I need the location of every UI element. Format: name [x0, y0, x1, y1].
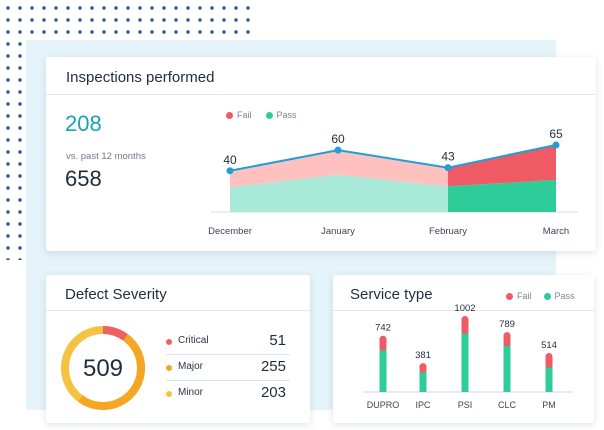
- severity-value: 51: [269, 332, 286, 349]
- pass-bar: [419, 369, 427, 392]
- bar-total-label: 381: [415, 350, 431, 361]
- fail-bar: [503, 332, 511, 347]
- card-divider: [333, 310, 594, 311]
- x-tick-label: December: [208, 226, 252, 237]
- fail-bar: [419, 363, 427, 373]
- service-legend: Fail Pass: [506, 291, 575, 301]
- x-tick-label: IPC: [415, 400, 431, 410]
- inspections-count: 208: [65, 111, 102, 136]
- fail-legend-label: Fail: [517, 291, 532, 301]
- card-divider: [46, 94, 596, 95]
- total-line: [229, 144, 557, 172]
- data-point: [334, 146, 342, 154]
- donut-critical-arc: [102, 326, 128, 341]
- inspections-card: Inspections performed 208 vs. past 12 mo…: [46, 57, 596, 251]
- data-label: 60: [331, 132, 345, 146]
- major-dot-icon: [166, 365, 172, 371]
- service-title: Service type: [350, 286, 433, 303]
- x-tick-label: DUPRO: [367, 400, 400, 410]
- fail-bar: [461, 316, 469, 335]
- severity-donut-chart: 509: [61, 326, 145, 410]
- severity-row-major: Major 255: [166, 357, 290, 381]
- critical-dot-icon: [166, 339, 172, 345]
- inspections-legend: Fail Pass: [226, 110, 297, 120]
- donut-total: 509: [83, 355, 123, 382]
- pass-legend-label: Pass: [554, 291, 575, 301]
- data-point: [226, 167, 234, 175]
- bar-total-label: 514: [541, 340, 557, 351]
- fail-legend-icon: [506, 292, 513, 300]
- x-tick-label: PSI: [458, 400, 473, 410]
- pass-bar: [503, 343, 511, 392]
- inspections-title: Inspections performed: [66, 69, 215, 86]
- bar-total-label: 789: [499, 319, 515, 330]
- service-type-card: Service type Fail Pass 742 DUPRO 381 IPC 100…: [333, 275, 594, 423]
- fail-bar: [379, 335, 387, 351]
- pass-bar: [461, 331, 469, 392]
- inspections-area-chart: 40 December 60 January 43 February 65 March: [208, 127, 578, 237]
- service-type-bar-chart: 742 DUPRO 381 IPC 1002 PSI 789 CLC 514 PM: [363, 303, 573, 410]
- x-tick-label: February: [429, 226, 467, 237]
- pass-bar: [379, 347, 387, 392]
- fail-legend-icon: [226, 111, 233, 119]
- severity-value: 255: [260, 358, 286, 375]
- fail-area: [448, 145, 556, 187]
- x-tick-label: CLC: [498, 400, 517, 410]
- fail-bar: [545, 353, 553, 369]
- donut-major-arc: [78, 334, 145, 410]
- bar-total-label: 742: [375, 323, 391, 334]
- pass-area-light: [230, 174, 448, 212]
- severity-label: Major: [178, 361, 204, 372]
- data-point: [444, 164, 452, 172]
- severity-row-critical: Critical 51: [166, 331, 290, 355]
- comparison-value: 658: [65, 166, 102, 191]
- x-tick-label: PM: [542, 400, 556, 410]
- data-point: [552, 141, 560, 149]
- pass-legend-icon: [543, 292, 551, 300]
- fail-legend-label: Fail: [237, 110, 252, 120]
- x-tick-label: March: [543, 226, 569, 237]
- data-label: 65: [549, 127, 563, 141]
- comparison-label: vs. past 12 months: [66, 151, 146, 162]
- row-divider: [166, 380, 290, 381]
- pass-legend-icon: [265, 111, 273, 119]
- minor-dot-icon: [166, 391, 172, 397]
- row-divider: [166, 354, 290, 355]
- severity-value: 203: [260, 384, 286, 401]
- severity-row-minor: Minor 203: [166, 383, 290, 407]
- x-tick-label: January: [321, 226, 355, 237]
- bar-total-label: 1002: [454, 303, 475, 314]
- pass-legend-label: Pass: [276, 110, 297, 120]
- defect-title: Defect Severity: [65, 286, 167, 303]
- pass-area: [448, 180, 556, 212]
- card-divider: [46, 310, 310, 311]
- data-label: 43: [441, 150, 455, 164]
- severity-label: Minor: [178, 387, 204, 398]
- data-label: 40: [223, 153, 237, 167]
- defect-severity-card: Defect Severity 509 Critical 51 Major 25…: [46, 275, 310, 423]
- pass-bar: [545, 365, 553, 392]
- severity-label: Critical: [178, 335, 209, 346]
